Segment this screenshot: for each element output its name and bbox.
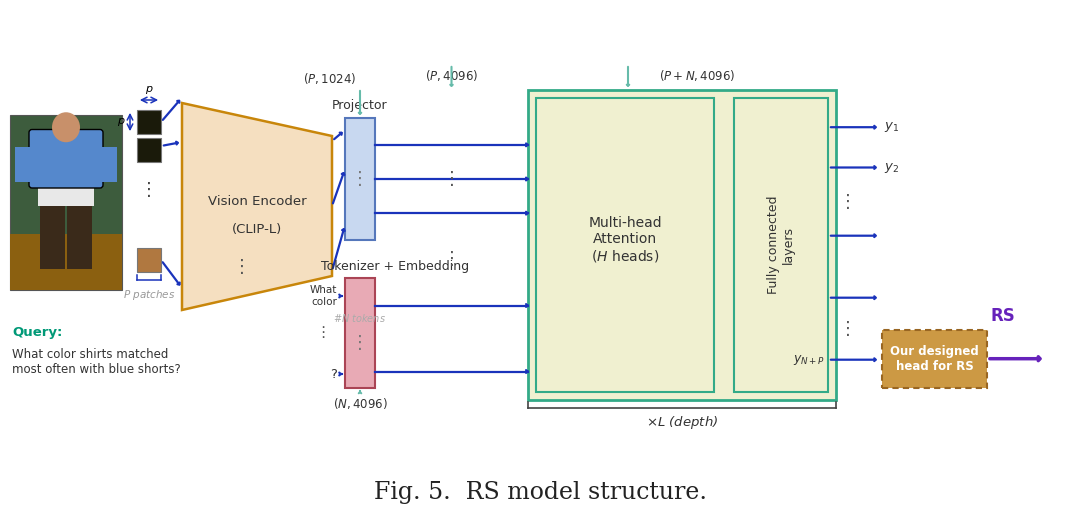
Bar — [137, 248, 161, 272]
Text: ⋮: ⋮ — [140, 181, 158, 199]
Text: $(N, 4096)$: $(N, 4096)$ — [333, 396, 388, 411]
Bar — [536, 98, 714, 392]
Ellipse shape — [52, 112, 80, 142]
Bar — [345, 118, 375, 240]
Text: (CLIP-L): (CLIP-L) — [232, 223, 282, 236]
Bar — [38, 175, 94, 206]
Text: ⋮: ⋮ — [351, 334, 369, 352]
Text: Fully connected
layers: Fully connected layers — [767, 196, 795, 294]
Text: ⋮: ⋮ — [443, 170, 460, 188]
Bar — [15, 147, 35, 181]
FancyBboxPatch shape — [29, 130, 103, 188]
Text: Vision Encoder: Vision Encoder — [207, 195, 307, 208]
Text: ⋮: ⋮ — [443, 250, 460, 268]
Bar — [137, 138, 161, 162]
Text: RS: RS — [991, 307, 1016, 325]
Text: $y_1$: $y_1$ — [885, 120, 900, 134]
Bar — [528, 90, 836, 400]
Text: Fig. 5.  RS model structure.: Fig. 5. RS model structure. — [374, 482, 706, 505]
Text: Query:: Query: — [12, 326, 63, 339]
Bar — [10, 234, 122, 290]
Bar — [137, 110, 161, 134]
FancyBboxPatch shape — [882, 329, 987, 387]
Text: $y_{N+P}$: $y_{N+P}$ — [793, 353, 825, 367]
Text: ⋮: ⋮ — [351, 170, 369, 188]
Text: Our designed
head for RS: Our designed head for RS — [890, 344, 978, 372]
Text: Multi-head
Attention
($H$ heads): Multi-head Attention ($H$ heads) — [589, 215, 662, 264]
Text: Tokenizer + Embedding: Tokenizer + Embedding — [321, 260, 469, 273]
Text: $p$: $p$ — [118, 116, 126, 128]
Polygon shape — [183, 103, 332, 310]
Text: $p$: $p$ — [145, 84, 153, 96]
Text: $(P, 1024)$: $(P, 1024)$ — [303, 71, 356, 86]
Text: $(P, 4096)$: $(P, 4096)$ — [424, 68, 478, 83]
Text: $(P + N, 4096)$: $(P + N, 4096)$ — [659, 68, 735, 83]
Text: $P$ patches: $P$ patches — [123, 288, 175, 302]
Text: ⋮: ⋮ — [315, 325, 330, 340]
Bar — [345, 278, 375, 388]
Text: Projector: Projector — [333, 99, 388, 112]
Text: ⋮: ⋮ — [839, 320, 858, 338]
Bar — [67, 203, 92, 269]
Text: What color shirts matched
most often with blue shorts?: What color shirts matched most often wit… — [12, 348, 180, 376]
Bar — [40, 203, 65, 269]
Bar — [734, 98, 828, 392]
Text: ⋮: ⋮ — [839, 193, 858, 211]
Text: $y_2$: $y_2$ — [885, 161, 899, 175]
Bar — [97, 147, 117, 181]
Text: #$N$ tokens: #$N$ tokens — [334, 312, 387, 324]
Text: ⋮: ⋮ — [233, 257, 251, 276]
Text: $\times L$ ($depth$): $\times L$ ($depth$) — [646, 414, 718, 431]
Text: What
color: What color — [310, 285, 337, 307]
Bar — [10, 115, 122, 290]
Text: ?: ? — [330, 367, 337, 381]
